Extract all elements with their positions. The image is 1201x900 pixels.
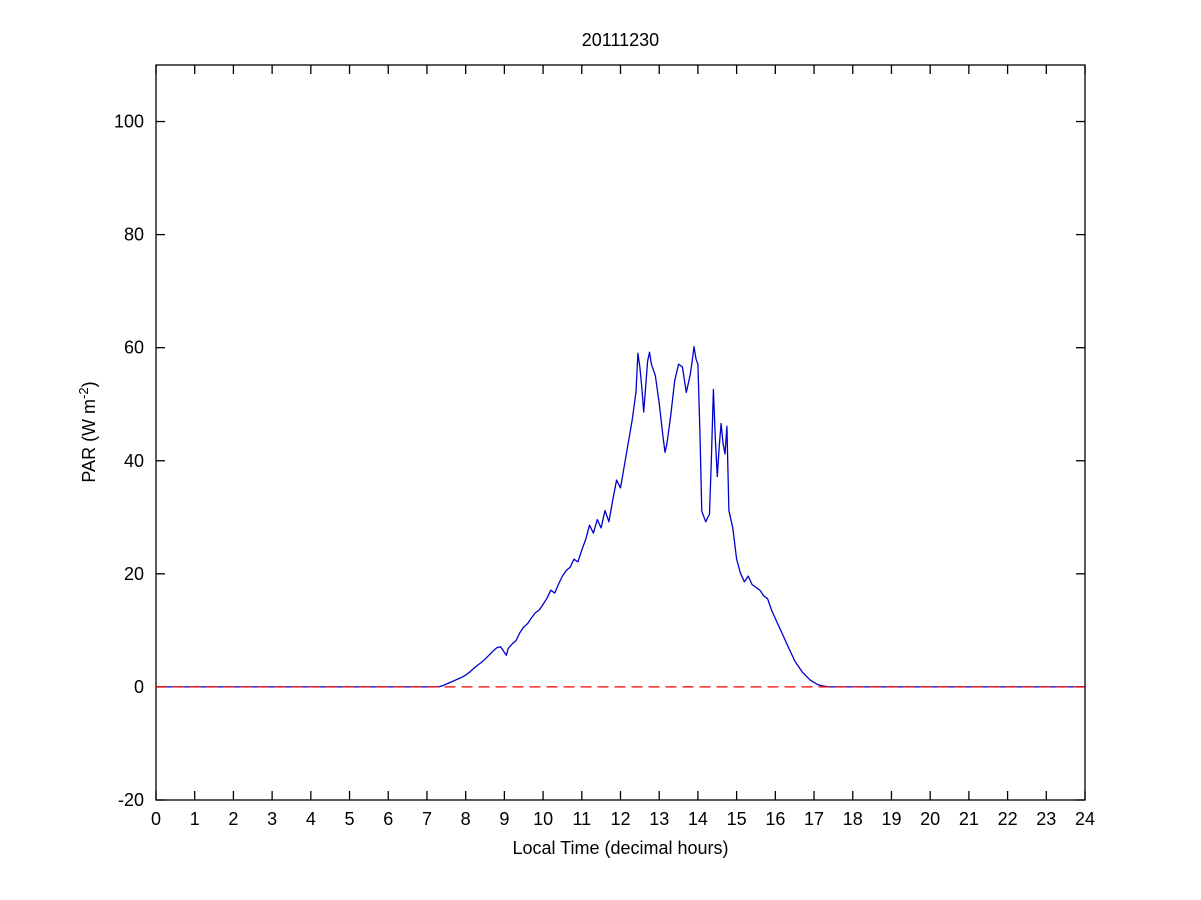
y-tick-label: 60 — [124, 338, 144, 358]
x-tick-label: 10 — [533, 809, 553, 829]
y-tick-label: 80 — [124, 225, 144, 245]
x-tick-label: 0 — [151, 809, 161, 829]
x-tick-label: 18 — [843, 809, 863, 829]
y-tick-label: 40 — [124, 451, 144, 471]
x-tick-label: 6 — [383, 809, 393, 829]
x-tick-label: 1 — [190, 809, 200, 829]
x-tick-label: 16 — [765, 809, 785, 829]
x-tick-label: 2 — [228, 809, 238, 829]
plot-box — [155, 64, 1086, 801]
x-tick-label: 13 — [649, 809, 669, 829]
x-tick-label: 5 — [345, 809, 355, 829]
x-axis-label: Local Time (decimal hours) — [512, 838, 729, 858]
y-tick-label: 100 — [114, 112, 144, 132]
x-tick-label: 21 — [959, 809, 979, 829]
y-tick-label: -20 — [118, 790, 144, 810]
x-tick-label: 4 — [306, 809, 316, 829]
chart-title: 20111230 — [581, 30, 660, 50]
x-tick-label: 3 — [267, 809, 277, 829]
x-tick-label: 24 — [1075, 809, 1095, 829]
x-tick-label: 8 — [461, 809, 471, 829]
y-tick-label: 20 — [124, 564, 144, 584]
x-tick-label: 7 — [422, 809, 432, 829]
x-tick-label: 14 — [688, 809, 708, 829]
x-tick-label: 11 — [572, 809, 591, 829]
series-line-PAR — [155, 345, 1086, 688]
x-tick-label: 23 — [1036, 809, 1056, 829]
x-tick-label: 12 — [610, 809, 630, 829]
x-tick-label: 9 — [499, 809, 509, 829]
x-tick-label: 22 — [998, 809, 1018, 829]
x-tick-label: 17 — [804, 809, 824, 829]
x-tick-label: 15 — [727, 809, 747, 829]
x-tick-label: 20 — [920, 809, 940, 829]
x-tick-label: 19 — [881, 809, 901, 829]
y-tick-label: 0 — [134, 677, 144, 697]
